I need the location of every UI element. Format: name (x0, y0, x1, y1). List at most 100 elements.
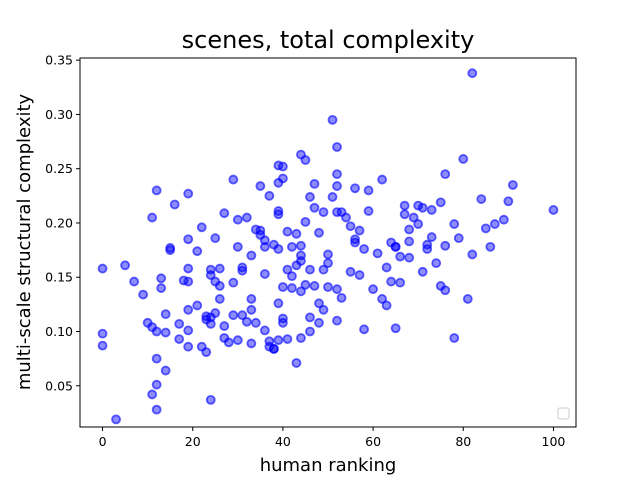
data-point (332, 284, 342, 295)
plot-frame (79, 57, 577, 428)
data-point (183, 234, 194, 245)
data-point (174, 318, 185, 329)
data-point (138, 289, 149, 300)
data-point (160, 365, 171, 376)
data-point (287, 283, 297, 293)
data-point (350, 237, 360, 248)
data-point (278, 282, 288, 292)
data-point (314, 227, 324, 238)
data-point (435, 197, 446, 208)
data-point (426, 232, 437, 242)
data-point (264, 336, 275, 347)
data-point (480, 223, 491, 234)
chart-title: scenes, total complexity (182, 26, 475, 54)
data-point (417, 202, 428, 213)
data-point (345, 266, 356, 277)
data-point (323, 258, 333, 269)
data-point (232, 241, 243, 252)
x-axis-label: human ranking (260, 455, 397, 476)
data-point (440, 285, 451, 296)
data-point (381, 300, 392, 311)
data-point (160, 327, 171, 338)
data-point (372, 248, 383, 259)
data-point (300, 155, 311, 165)
data-point (314, 298, 324, 309)
data-point (341, 212, 351, 223)
data-point (305, 312, 315, 323)
data-point (183, 341, 194, 352)
data-point (296, 333, 306, 343)
data-point (151, 379, 162, 390)
legend-box (557, 407, 570, 420)
data-points (97, 68, 559, 425)
data-point (332, 181, 342, 191)
data-point (259, 235, 270, 246)
data-point (309, 202, 320, 213)
data-point (314, 317, 324, 328)
data-point (97, 328, 108, 339)
data-point (377, 294, 388, 304)
data-point (214, 281, 225, 291)
data-point (296, 286, 306, 297)
data-point (336, 292, 347, 303)
data-point (417, 266, 428, 277)
data-point (246, 338, 257, 349)
data-point (147, 212, 158, 223)
data-point (259, 269, 270, 279)
data-point (278, 317, 288, 328)
x-tick-label: 60 (365, 434, 381, 449)
data-point (273, 335, 284, 346)
x-tick-label: 20 (185, 434, 201, 449)
data-point (390, 241, 401, 252)
data-point (151, 185, 162, 196)
data-point (183, 263, 194, 274)
x-axis-ticks: 0 20 40 60 80 100 (99, 427, 565, 449)
data-point (223, 337, 234, 348)
data-point (467, 249, 478, 260)
data-point (129, 276, 140, 287)
data-point (332, 142, 342, 152)
data-point (485, 241, 496, 252)
data-point (228, 174, 239, 185)
data-point (453, 233, 464, 244)
data-point (381, 262, 392, 273)
data-point (160, 309, 171, 320)
data-point (489, 219, 500, 229)
y-tick-label: 0.10 (45, 324, 73, 339)
data-point (232, 335, 243, 346)
data-point (449, 219, 460, 229)
data-point (318, 304, 329, 315)
data-point (156, 283, 167, 293)
data-point (282, 226, 293, 237)
data-point (151, 353, 162, 364)
data-point (507, 180, 518, 190)
data-point (183, 276, 194, 287)
data-point (332, 169, 342, 180)
data-point (228, 277, 239, 288)
data-point (219, 208, 230, 219)
data-point (327, 192, 338, 202)
data-point (390, 323, 401, 334)
data-point (300, 216, 311, 227)
data-point (467, 68, 478, 79)
data-point (210, 308, 221, 318)
plot-area (80, 58, 576, 427)
data-point (255, 181, 266, 191)
data-point (165, 245, 176, 256)
data-point (296, 256, 306, 266)
data-point (498, 214, 509, 225)
data-point (309, 178, 320, 189)
data-point (278, 161, 288, 172)
data-point (395, 251, 406, 262)
data-point (476, 194, 487, 204)
data-point (246, 250, 257, 261)
data-point (183, 325, 194, 336)
data-point (268, 343, 279, 354)
data-point (282, 334, 293, 344)
data-point (219, 321, 230, 331)
y-tick-label: 0.05 (45, 378, 73, 393)
data-point (97, 263, 108, 274)
data-point (386, 276, 397, 287)
data-point (408, 212, 419, 223)
